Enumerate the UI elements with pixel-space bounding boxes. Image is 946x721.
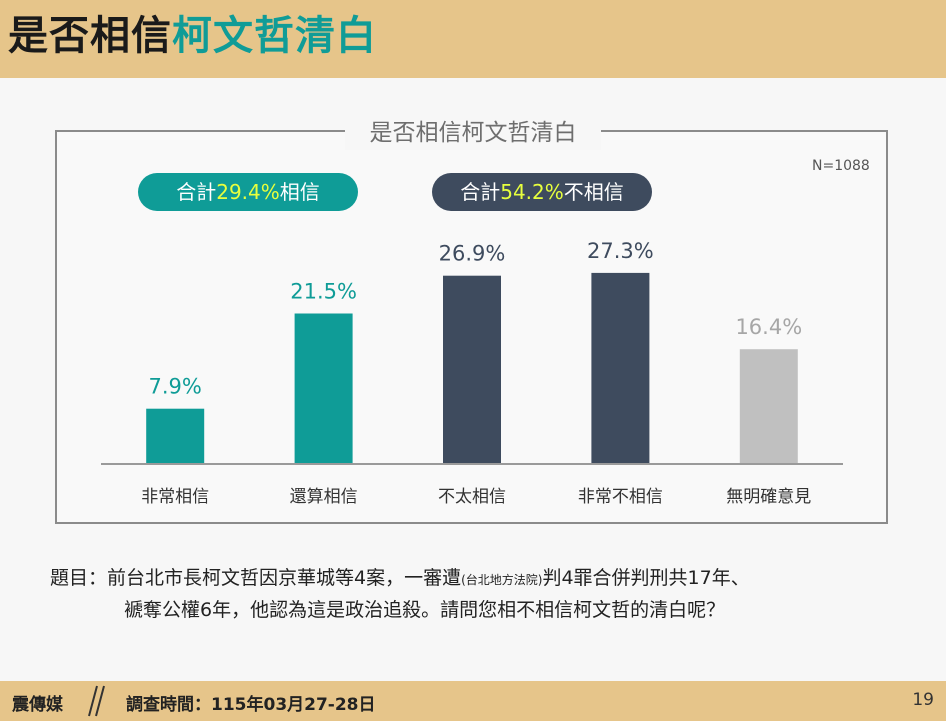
disbelieve-total-badge: 合計54.2%不相信 bbox=[432, 173, 652, 211]
believe-total-badge: 合計29.4%相信 bbox=[138, 173, 358, 211]
double-slash-divider-icon bbox=[88, 685, 105, 717]
believe-total-prefix: 合計 bbox=[176, 180, 217, 204]
disbelieve-total-suffix: 不相信 bbox=[563, 180, 624, 204]
header-bar: 是否相信柯文哲清白 bbox=[0, 0, 946, 78]
sample-size-label: N=1088 bbox=[812, 158, 870, 174]
disbelieve-total-prefix: 合計 bbox=[460, 180, 501, 204]
survey-question: 題目：前台北市長柯文哲因京華城等4案，一審遭(台北地方法院)判4罪合併判刑共17… bbox=[50, 563, 940, 625]
page-title: 是否相信柯文哲清白 bbox=[8, 10, 377, 62]
footer-bar: 震傳媒 調查時間：115年03月27-28日 19 bbox=[0, 681, 946, 721]
chart-title: 是否相信柯文哲清白 bbox=[345, 116, 601, 150]
believe-total-suffix: 相信 bbox=[279, 180, 320, 204]
disbelieve-total-value: 54.2% bbox=[500, 180, 564, 204]
page-title-part1: 是否相信 bbox=[8, 13, 172, 59]
question-text-b: 判4罪合併判刑共17年、 bbox=[542, 567, 750, 589]
question-text-a: 題目：前台北市長柯文哲因京華城等4案，一審遭 bbox=[50, 567, 462, 589]
question-line-1: 題目：前台北市長柯文哲因京華城等4案，一審遭(台北地方法院)判4罪合併判刑共17… bbox=[50, 563, 940, 595]
survey-date: 調查時間：115年03月27-28日 bbox=[126, 695, 376, 715]
page-number: 19 bbox=[912, 690, 934, 710]
believe-total-value: 29.4% bbox=[216, 180, 280, 204]
question-line-2: 褫奪公權6年，他認為這是政治追殺。請問您相不相信柯文哲的清白呢？ bbox=[124, 599, 726, 621]
footer-brand: 震傳媒 bbox=[12, 695, 63, 715]
question-court-note: (台北地方法院) bbox=[461, 573, 543, 587]
page-title-part2: 柯文哲清白 bbox=[172, 13, 377, 59]
